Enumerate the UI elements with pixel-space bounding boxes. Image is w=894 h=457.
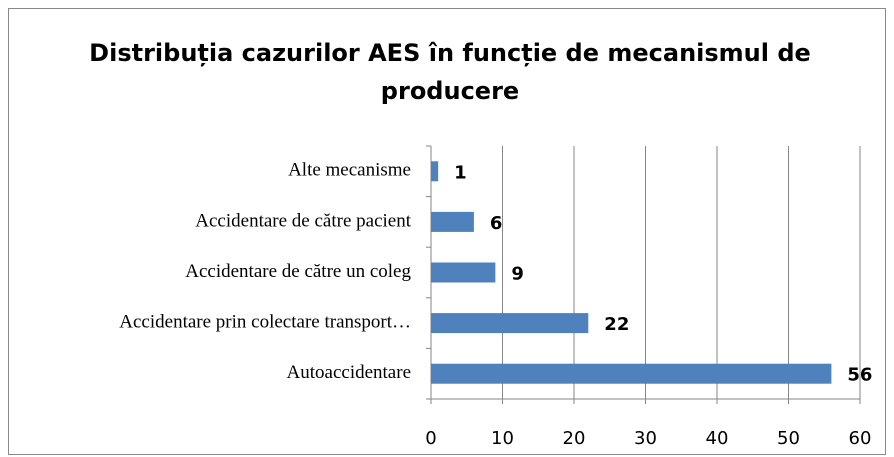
y-tick-label: Accidentare de către pacient (195, 210, 411, 231)
y-tick-label: Autoaccidentare (287, 362, 411, 383)
data-label: 9 (511, 264, 524, 285)
y-tick-label: Alte mecanisme (288, 160, 411, 181)
x-tick-label: 40 (706, 428, 729, 449)
data-label: 6 (490, 213, 503, 234)
bar (431, 262, 496, 283)
y-tick-label: Accidentare prin colectare transport… (119, 311, 411, 332)
data-label: 22 (604, 314, 629, 335)
bar (431, 313, 589, 334)
x-tick-label: 10 (491, 428, 514, 449)
chart-title: Distribuția cazurilor AES în funcție de … (89, 39, 811, 105)
x-tick-label: 30 (634, 428, 657, 449)
bar (431, 211, 474, 232)
data-label: 1 (454, 162, 467, 183)
x-tick-label: 50 (777, 428, 800, 449)
bar (431, 161, 439, 182)
data-label: 56 (847, 365, 872, 386)
x-tick-label: 20 (563, 428, 586, 449)
x-tick-label: 60 (849, 428, 872, 449)
bar (431, 363, 832, 384)
x-tick-label: 0 (425, 428, 436, 449)
y-tick-label: Accidentare de către un coleg (185, 261, 411, 282)
